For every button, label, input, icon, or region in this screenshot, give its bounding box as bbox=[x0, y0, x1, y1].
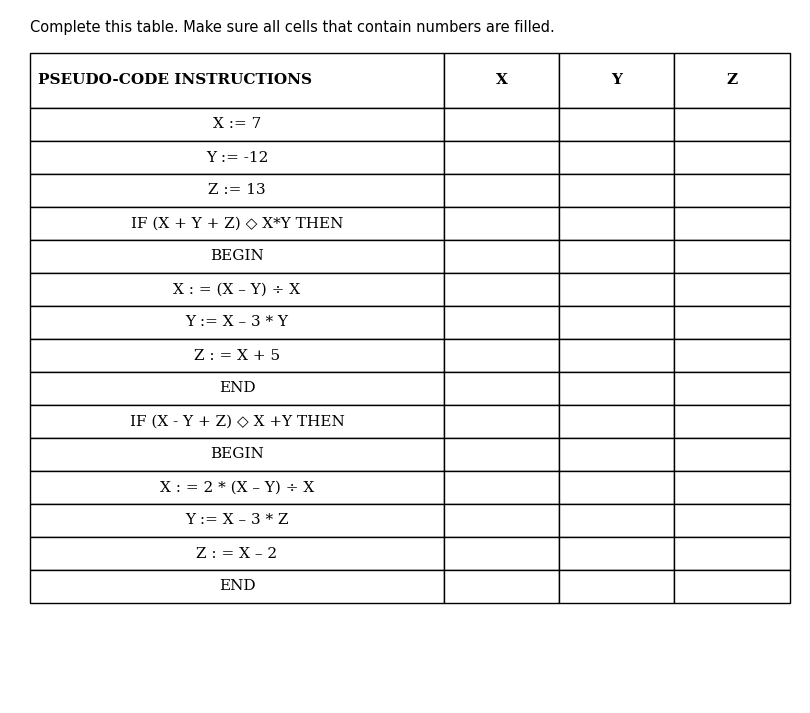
Bar bbox=[559, 141, 674, 174]
Bar bbox=[674, 240, 790, 273]
Text: X : = 2 * (X – Y) ÷ X: X : = 2 * (X – Y) ÷ X bbox=[160, 481, 314, 495]
Bar bbox=[674, 141, 790, 174]
Bar bbox=[444, 240, 559, 273]
Text: END: END bbox=[219, 381, 255, 396]
Text: END: END bbox=[219, 580, 255, 593]
Bar bbox=[444, 570, 559, 603]
Bar bbox=[444, 471, 559, 504]
Bar bbox=[444, 339, 559, 372]
Bar bbox=[559, 53, 674, 108]
Bar bbox=[30, 372, 444, 405]
Bar bbox=[674, 108, 790, 141]
Text: Z : = X + 5: Z : = X + 5 bbox=[194, 349, 280, 362]
Bar bbox=[674, 570, 790, 603]
Bar bbox=[30, 471, 444, 504]
Bar bbox=[444, 108, 559, 141]
Bar bbox=[30, 339, 444, 372]
Bar bbox=[30, 108, 444, 141]
Bar bbox=[444, 372, 559, 405]
Text: X := 7: X := 7 bbox=[213, 118, 261, 131]
Bar bbox=[559, 108, 674, 141]
Bar bbox=[30, 53, 444, 108]
Text: Y := -12: Y := -12 bbox=[206, 150, 268, 165]
Bar bbox=[444, 405, 559, 438]
Bar bbox=[559, 174, 674, 207]
Bar bbox=[30, 174, 444, 207]
Bar bbox=[30, 570, 444, 603]
Bar bbox=[559, 306, 674, 339]
Bar bbox=[444, 438, 559, 471]
Bar bbox=[674, 207, 790, 240]
Bar bbox=[30, 438, 444, 471]
Bar bbox=[674, 438, 790, 471]
Text: IF (X + Y + Z) ◇ X*Y THEN: IF (X + Y + Z) ◇ X*Y THEN bbox=[130, 217, 343, 230]
Bar bbox=[559, 207, 674, 240]
Bar bbox=[30, 306, 444, 339]
Bar bbox=[674, 53, 790, 108]
Bar bbox=[444, 174, 559, 207]
Text: Z : = X – 2: Z : = X – 2 bbox=[197, 546, 278, 560]
Bar bbox=[444, 53, 559, 108]
Bar bbox=[444, 141, 559, 174]
Bar bbox=[559, 405, 674, 438]
Text: Complete this table. Make sure all cells that contain numbers are filled.: Complete this table. Make sure all cells… bbox=[30, 20, 555, 35]
Bar bbox=[30, 273, 444, 306]
Bar bbox=[559, 339, 674, 372]
Text: PSEUDO-CODE INSTRUCTIONS: PSEUDO-CODE INSTRUCTIONS bbox=[38, 73, 312, 88]
Text: BEGIN: BEGIN bbox=[210, 250, 264, 264]
Bar bbox=[30, 537, 444, 570]
Bar bbox=[30, 405, 444, 438]
Bar bbox=[559, 372, 674, 405]
Bar bbox=[30, 207, 444, 240]
Bar bbox=[674, 306, 790, 339]
Bar bbox=[30, 504, 444, 537]
Text: Z := 13: Z := 13 bbox=[208, 183, 266, 198]
Bar bbox=[559, 438, 674, 471]
Text: Z: Z bbox=[727, 73, 738, 88]
Bar bbox=[559, 273, 674, 306]
Bar bbox=[559, 471, 674, 504]
Text: Y := X – 3 * Y: Y := X – 3 * Y bbox=[185, 315, 288, 329]
Bar bbox=[674, 339, 790, 372]
Bar bbox=[444, 504, 559, 537]
Bar bbox=[674, 405, 790, 438]
Bar bbox=[674, 537, 790, 570]
Text: IF (X - Y + Z) ◇ X +Y THEN: IF (X - Y + Z) ◇ X +Y THEN bbox=[130, 414, 344, 429]
Bar bbox=[444, 273, 559, 306]
Bar bbox=[674, 174, 790, 207]
Bar bbox=[559, 570, 674, 603]
Bar bbox=[674, 504, 790, 537]
Bar bbox=[559, 240, 674, 273]
Text: X: X bbox=[496, 73, 507, 88]
Bar bbox=[559, 537, 674, 570]
Bar bbox=[674, 273, 790, 306]
Bar bbox=[444, 537, 559, 570]
Text: BEGIN: BEGIN bbox=[210, 448, 264, 461]
Bar bbox=[30, 240, 444, 273]
Text: X : = (X – Y) ÷ X: X : = (X – Y) ÷ X bbox=[173, 282, 301, 297]
Bar bbox=[674, 471, 790, 504]
Text: Y: Y bbox=[611, 73, 622, 88]
Bar bbox=[674, 372, 790, 405]
Bar bbox=[444, 306, 559, 339]
Bar bbox=[30, 141, 444, 174]
Bar bbox=[559, 504, 674, 537]
Bar bbox=[444, 207, 559, 240]
Text: Y := X – 3 * Z: Y := X – 3 * Z bbox=[185, 513, 288, 528]
